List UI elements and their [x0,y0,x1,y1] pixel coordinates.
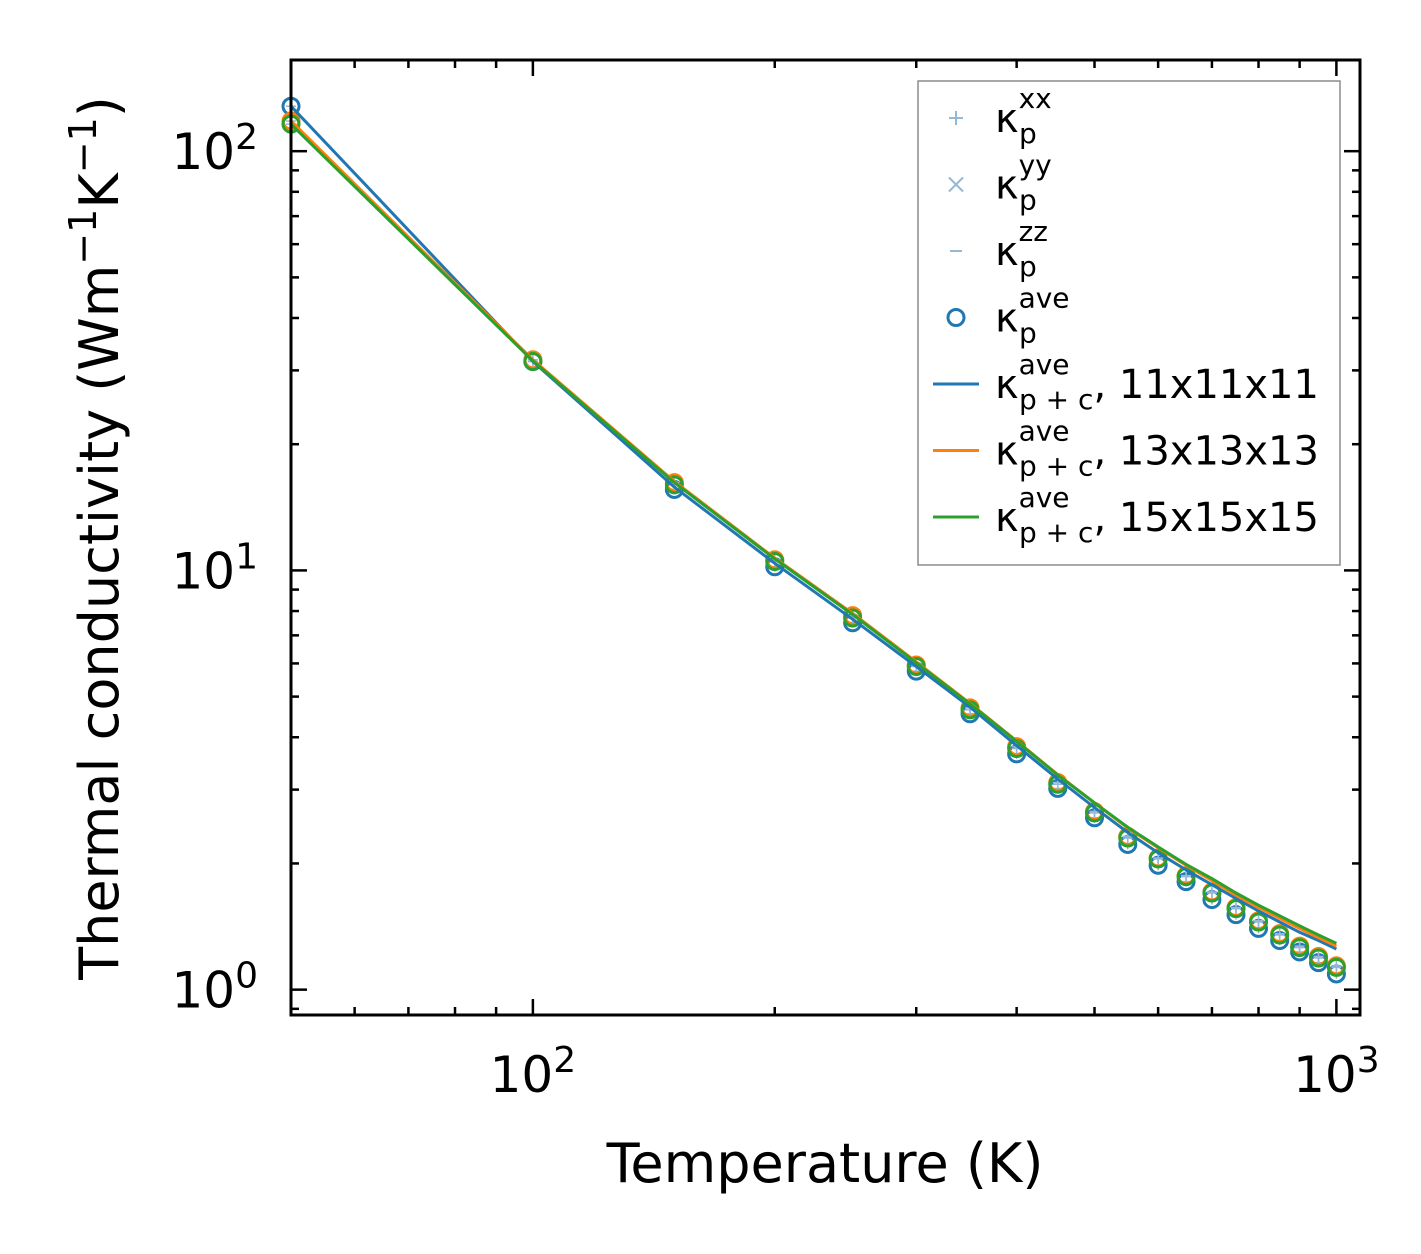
y-axis-label-main: Thermal conductivity (Wm [68,265,131,981]
series-line-1 [289,105,1338,951]
x-tick-label-base: 10 [490,1046,554,1104]
y-tick-label-base: 10 [171,542,235,600]
y-tick-label-base: 10 [171,962,235,1020]
legend-label-symbol: κ [995,296,1019,342]
legend-entry-4: κave p [946,282,1070,350]
x-tick-label: 102 [490,1040,577,1104]
legend-label: κyy p [995,149,1052,217]
legend-label: κave p [995,282,1070,350]
y-tick-label-exp: 2 [235,117,258,158]
data-point [1308,948,1328,968]
legend-label-sub: p [1019,317,1037,350]
legend-label-sup: xx [1019,82,1052,115]
data-point [1249,912,1269,932]
data-point [1290,938,1310,958]
series-line-3 [289,123,1338,945]
legend-x-marker [948,176,964,193]
data-point [765,552,785,572]
legend-label-sup: ave [1019,415,1070,448]
data-point [523,352,543,372]
legend-label-sub: p + c [1019,383,1093,416]
legend-label: κave p + c, 13x13x13 [995,415,1319,483]
data-point [664,475,684,495]
legend-label-sub: p [1019,250,1037,283]
data-point [1226,899,1246,919]
legend-label-suffix: , 11x11x11 [1093,362,1318,408]
legend-entry-7: κave p + c, 15x15x15 [933,481,1319,549]
plot-frame [289,58,1362,1017]
legend-label-sub: p [1019,117,1037,150]
data-point [1270,925,1290,945]
y-tick-label: 102 [171,117,258,181]
legend-entry-5: κave p + c, 11x11x11 [933,348,1319,416]
legend-label-sub: p + c [1019,450,1093,483]
legend-label: κave p + c, 11x11x11 [995,348,1319,416]
legend-box [917,80,1341,566]
legend-label-symbol: κ [995,362,1019,408]
legend-label-sup: zz [1019,215,1048,248]
legend-label: κxx p [995,82,1052,150]
legend-label-sup: ave [1019,481,1070,514]
y-axis-label-mid: K [68,172,131,209]
legend-label: κzz p [995,215,1048,283]
y-axis-label-end: ) [68,96,131,117]
x-axis-label: Temperature (K) [606,1132,1044,1195]
legend-label-symbol: κ [995,163,1019,209]
legend-label: κave p + c, 15x15x15 [995,481,1319,549]
plot-marks [281,96,1346,984]
legend-label-sup: ave [1019,282,1070,315]
legend-entry-3: κzz p [950,215,1048,283]
legend-label-sub: p + c [1019,516,1093,549]
x-tick-label-base: 10 [1293,1046,1357,1104]
legend-label-symbol: κ [995,495,1019,541]
legend-label-symbol: κ [995,229,1019,275]
y-tick-label-base: 10 [171,123,235,181]
legend-label-suffix: , 15x15x15 [1093,495,1318,541]
x-tick-label: 103 [1293,1040,1380,1104]
x-tick-label-exp: 3 [1357,1040,1380,1081]
legend-label-sub: p [1019,184,1037,217]
y-tick-label: 101 [171,536,258,600]
legend-label-sup: ave [1019,348,1070,381]
y-tick-label-exp: 0 [235,956,258,997]
y-tick-label: 100 [171,956,258,1020]
legend-label-sup: yy [1019,149,1052,182]
y-tick-label-exp: 1 [235,536,258,577]
legend-entry-2: κyy p [948,149,1052,217]
legend-circle-marker [946,308,966,327]
y-axis-label: Thermal conductivity (Wm−1K−1) [61,96,131,981]
legend-label-symbol: κ [995,429,1019,475]
y-axis-label-sup1: −1 [61,209,105,265]
legend-entry-6: κave p + c, 13x13x13 [933,415,1319,483]
data-point [1326,957,1346,977]
legend-label-symbol: κ [995,96,1019,142]
legend-label-suffix: , 13x13x13 [1093,429,1318,475]
y-axis-label-sup2: −1 [61,117,105,173]
legend-entry-1: κxx p [949,82,1052,150]
x-tick-label-exp: 2 [553,1040,576,1081]
